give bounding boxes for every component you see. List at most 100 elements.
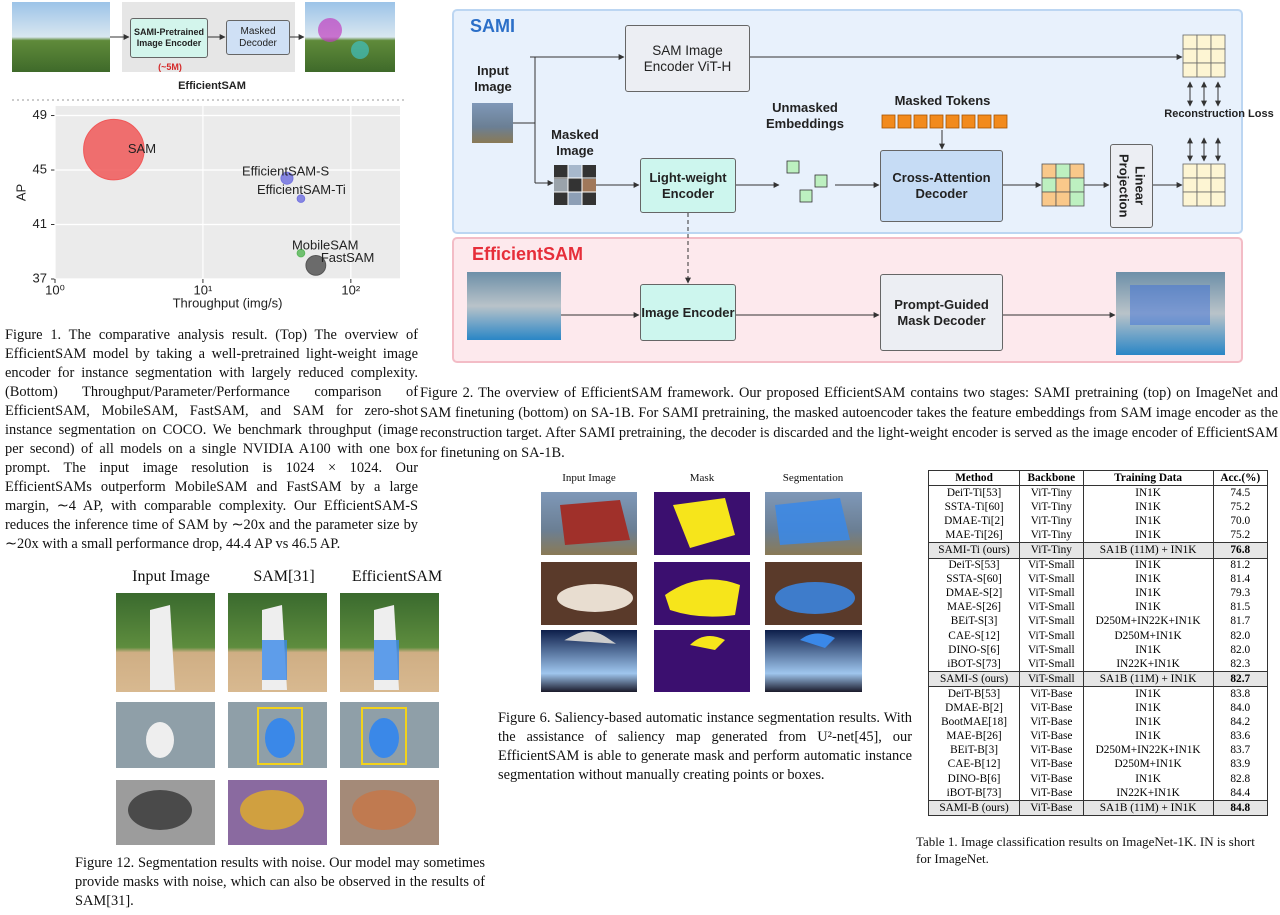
table-cell: 75.2 xyxy=(1212,528,1269,543)
decoder-box: Masked Decoder xyxy=(226,20,290,55)
table-cell: ViT-Small xyxy=(1019,657,1084,672)
table-cell: 84.4 xyxy=(1212,786,1269,801)
table-cell: IN1K xyxy=(1082,729,1214,744)
table-cell: ViT-Tiny xyxy=(1019,528,1084,543)
table-cell: D250M+IN22K+IN1K xyxy=(1082,743,1214,758)
table-row: SSTA-S[60] ViT-Small IN1K 81.4 xyxy=(927,572,1269,587)
table-cell: DINO-B[6] xyxy=(927,771,1021,787)
masked-image xyxy=(554,165,596,205)
table-cell: IN1K xyxy=(1082,643,1214,658)
table-cell: SSTA-Ti[60] xyxy=(927,500,1021,515)
table-row: iBOT-B[73] ViT-Base IN22K+IN1K 84.4 xyxy=(927,786,1269,801)
table-cell: ViT-Tiny xyxy=(1019,542,1084,559)
table-cell: 82.8 xyxy=(1212,771,1269,787)
table-cell: SA1B (11M) + IN1K xyxy=(1082,800,1214,817)
column-header: Input Image xyxy=(562,472,616,484)
column-header: Acc.(%) xyxy=(1212,469,1269,487)
table-cell: ViT-Small xyxy=(1019,586,1084,601)
sami-title: SAMI xyxy=(470,16,515,36)
table-row: DINO-B[6] ViT-Base IN1K 82.8 xyxy=(927,771,1269,787)
column-header: Mask xyxy=(689,472,715,484)
table-cell: ViT-Tiny xyxy=(1019,485,1084,501)
table-row: SAMI-Ti (ours) ViT-Tiny SA1B (11M) + IN1K 7… xyxy=(927,542,1269,559)
connector xyxy=(513,56,624,184)
table1-caption: Table 1. Image classification results on… xyxy=(916,834,1255,866)
table-cell: 81.2 xyxy=(1212,557,1269,573)
table-cell: IN1K xyxy=(1082,715,1214,730)
table-cell: D250M+IN1K xyxy=(1082,757,1214,772)
table-cell: 76.8 xyxy=(1212,542,1269,559)
table-cell: IN1K xyxy=(1082,485,1214,501)
table-cell: ViT-Base xyxy=(1019,800,1084,817)
table-cell: D250M+IN1K xyxy=(1082,629,1214,644)
point xyxy=(305,254,327,276)
table-cell: ViT-Base xyxy=(1019,786,1084,801)
table-cell: 82.3 xyxy=(1212,657,1269,672)
light-encoder-box: Light-weight Encoder xyxy=(640,158,736,213)
table-cell: MAE-B[26] xyxy=(927,729,1021,744)
table-cell: IN1K xyxy=(1082,701,1214,716)
figure6-caption: Figure 6. Saliency-based automatic insta… xyxy=(498,710,912,783)
table-cell: 84.8 xyxy=(1212,800,1269,817)
column-header: Backbone xyxy=(1019,469,1084,487)
column-header: SAM[31] xyxy=(253,568,315,585)
column-header: Input Image xyxy=(132,568,210,585)
photo xyxy=(12,2,110,72)
figure6-images xyxy=(541,492,862,692)
table-cell: ViT-Tiny xyxy=(1019,500,1084,515)
x-tick-label: 10¹ xyxy=(194,282,213,297)
table-row: CAE-B[12] ViT-Base D250M+IN1K 83.9 xyxy=(927,757,1269,772)
table-cell: SAMI-Ti (ours) xyxy=(927,542,1021,559)
table-cell: BEiT-S[3] xyxy=(927,614,1021,630)
y-tick-label: 41 xyxy=(33,216,47,231)
masked-image-label: Masked Image xyxy=(551,127,599,158)
encoder-box: SAMI-Pretrained Image Encoder xyxy=(130,18,208,58)
table-cell: 83.7 xyxy=(1212,743,1269,758)
table-cell: ViT-Small xyxy=(1019,557,1084,573)
y-tick-label: 45 xyxy=(33,161,47,176)
table-cell: 81.5 xyxy=(1212,600,1269,615)
table-cell: 75.2 xyxy=(1212,500,1269,515)
table-cell: IN1K xyxy=(1082,500,1214,515)
embedding-tokens xyxy=(786,160,828,203)
table-cell: MAE-Ti[26] xyxy=(927,528,1021,543)
table-cell: 74.5 xyxy=(1212,485,1269,501)
x-tick-label: 10⁰ xyxy=(45,282,65,297)
point-label: MobileSAM xyxy=(292,238,358,253)
table-cell: ViT-Base xyxy=(1019,686,1084,702)
table-cell: DINO-S[6] xyxy=(927,643,1021,658)
mask-decoder-box: Prompt-Guided Mask Decoder xyxy=(880,274,1003,351)
table-cell: IN22K+IN1K xyxy=(1082,657,1214,672)
figure1-caption: Figure 1. The comparative analysis resul… xyxy=(5,327,418,552)
table-cell: SAMI-B (ours) xyxy=(927,800,1021,817)
table-cell: SA1B (11M) + IN1K xyxy=(1082,671,1214,687)
table-row: iBOT-S[73] ViT-Small IN22K+IN1K 82.3 xyxy=(927,657,1269,672)
decoded-grid xyxy=(1041,163,1085,207)
masked-tokens-label: Masked Tokens xyxy=(894,93,991,108)
table-cell: DeiT-S[53] xyxy=(927,557,1021,573)
table-cell: DeiT-Ti[53] xyxy=(927,485,1021,501)
table-row: DMAE-Ti[2] ViT-Tiny IN1K 70.0 xyxy=(927,514,1269,529)
table-cell: iBOT-S[73] xyxy=(927,657,1021,672)
table-cell: IN1K xyxy=(1082,600,1214,615)
table-cell: 83.9 xyxy=(1212,757,1269,772)
y-tick-label: 49 xyxy=(33,107,47,122)
table-cell: DMAE-S[2] xyxy=(927,586,1021,601)
y-tick-label: 37 xyxy=(33,270,47,285)
point-label: EfficientSAM-Ti xyxy=(257,182,346,197)
table-row: DMAE-S[2] ViT-Small IN1K 79.3 xyxy=(927,586,1269,601)
figure12-caption: Figure 12. Segmentation results with noi… xyxy=(75,855,485,909)
cross-decoder-box: Cross-Attention Decoder xyxy=(880,150,1003,222)
mask-blob xyxy=(318,18,342,42)
linear-projection-box: Linear Projection xyxy=(1110,144,1153,228)
table-cell: IN22K+IN1K xyxy=(1082,786,1214,801)
table-cell: SSTA-S[60] xyxy=(927,572,1021,587)
table-cell: 82.0 xyxy=(1212,629,1269,644)
table-cell: ViT-Small xyxy=(1019,614,1084,630)
prediction-grid xyxy=(1182,163,1226,207)
point-label: FastSAM xyxy=(321,250,374,265)
table-cell: D250M+IN22K+IN1K xyxy=(1082,614,1214,630)
point xyxy=(296,194,306,203)
table-cell: 84.0 xyxy=(1212,701,1269,716)
table-row: SAMI-S (ours) ViT-Small SA1B (11M) + IN1K 8… xyxy=(927,671,1269,687)
